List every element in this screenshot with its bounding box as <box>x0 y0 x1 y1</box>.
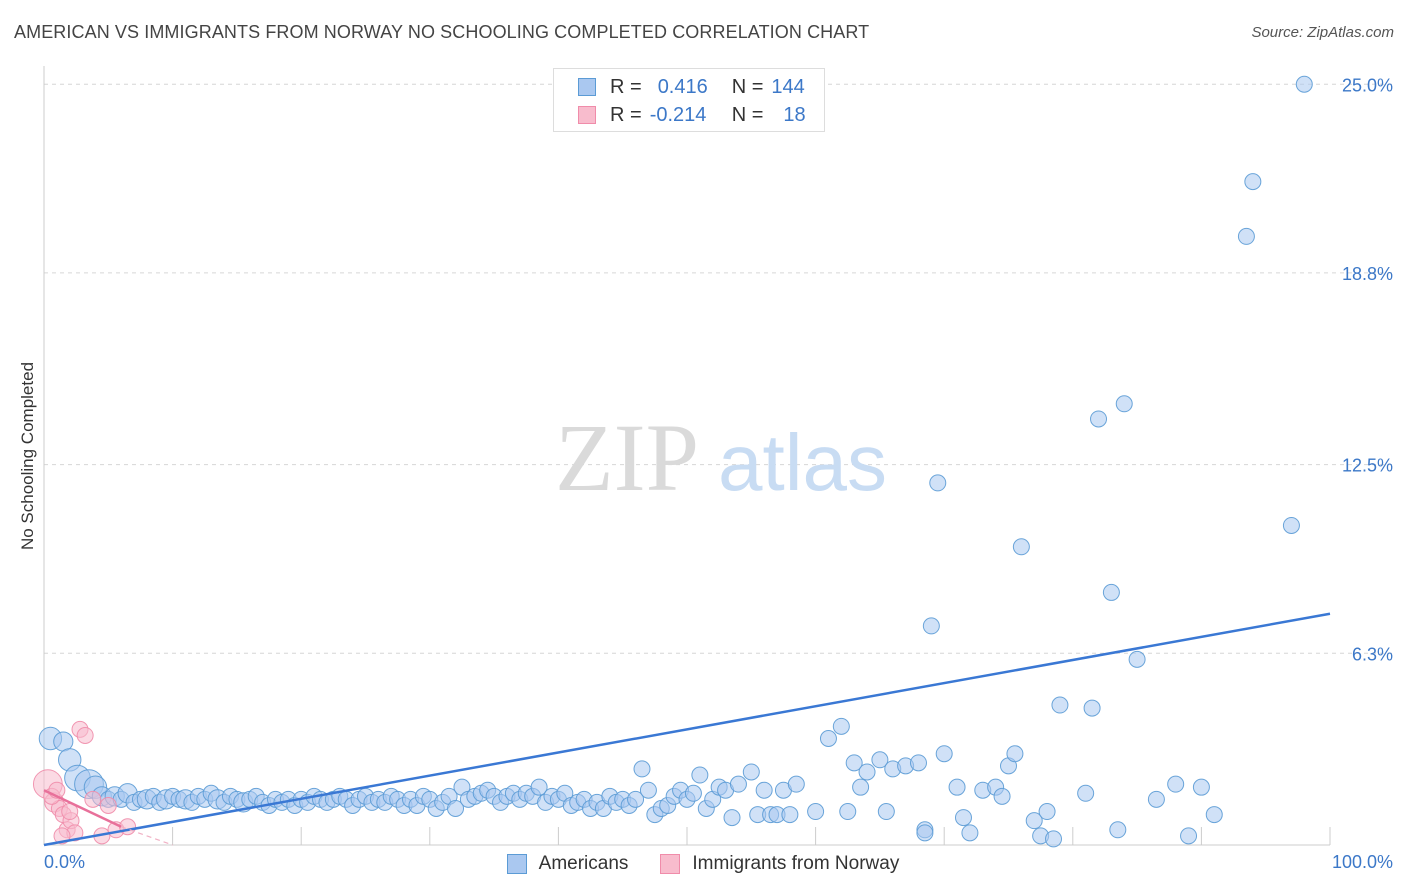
data-point-0-154 <box>1180 827 1198 845</box>
data-point-0-151 <box>1128 650 1146 668</box>
data-point-0-119 <box>852 778 870 796</box>
data-point-0-91 <box>639 781 657 799</box>
grid-lines <box>44 83 1392 654</box>
data-point-0-146 <box>1083 699 1101 717</box>
data-point-0-143 <box>1045 830 1063 848</box>
stats-row-norway: R = -0.214 N = 18 <box>578 101 806 129</box>
watermark: ZIP atlas <box>555 404 887 511</box>
data-point-0-130 <box>935 745 953 763</box>
data-point-0-132 <box>954 809 972 827</box>
data-point-0-115 <box>819 729 837 747</box>
trend-line-1 <box>43 789 122 828</box>
legend: Americans Immigrants from Norway <box>0 850 1406 878</box>
data-point-0-152 <box>1147 790 1165 808</box>
data-point-0-105 <box>729 775 747 793</box>
data-point-0-159 <box>1244 173 1262 191</box>
norway-r-value: -0.214 <box>649 103 707 126</box>
legend-label-norway: Immigrants from Norway <box>692 853 900 874</box>
norway-r-label: R = <box>610 103 642 126</box>
axes <box>43 66 1331 846</box>
data-point-0-139 <box>1012 538 1030 556</box>
americans-r-value: 0.416 <box>657 75 708 98</box>
data-point-0-148 <box>1102 583 1120 601</box>
data-point-0-133 <box>961 824 979 842</box>
data-point-0-118 <box>845 754 863 772</box>
data-point-0-120 <box>858 763 876 781</box>
data-point-0-136 <box>993 787 1011 805</box>
norway-swatch <box>578 106 596 124</box>
data-point-0-74 <box>530 778 548 796</box>
data-points <box>32 75 1313 848</box>
data-point-0-129 <box>929 474 947 492</box>
data-point-0-128 <box>922 617 940 635</box>
legend-label-americans: Americans <box>538 853 629 874</box>
data-point-0-121 <box>871 751 889 769</box>
source-label: Source: ZipAtlas.com <box>1251 24 1394 41</box>
y-tick-label-2: 18.8% <box>1342 264 1393 284</box>
stats-row-americans: R = 0.416 N = 144 <box>578 73 805 101</box>
data-point-0-116 <box>832 717 850 735</box>
data-point-0-160 <box>1295 75 1313 93</box>
data-point-0-149 <box>1109 821 1127 839</box>
y-tick-label-3: 25.0% <box>1342 75 1393 95</box>
data-point-0-98 <box>684 784 702 802</box>
y-tick-label-1: 12.5% <box>1342 456 1393 476</box>
data-point-0-131 <box>948 778 966 796</box>
americans-n-value: 144 <box>771 75 805 98</box>
data-point-0-112 <box>781 806 799 824</box>
data-point-0-157 <box>1282 516 1300 534</box>
data-point-0-99 <box>691 766 709 784</box>
data-point-0-153 <box>1167 775 1185 793</box>
data-point-0-89 <box>627 790 645 808</box>
data-point-0-144 <box>1051 696 1069 714</box>
data-point-0-61 <box>447 799 465 817</box>
data-point-0-106 <box>742 763 760 781</box>
y-tick-label-0: 6.3% <box>1352 644 1393 664</box>
data-point-0-122 <box>877 803 895 821</box>
data-point-1-8 <box>76 726 94 744</box>
americans-swatch <box>578 78 596 96</box>
stats-legend: R = 0.416 N = 144 R = -0.214 N = 18 <box>553 68 825 132</box>
data-point-0-156 <box>1205 806 1223 824</box>
data-point-0-147 <box>1090 410 1108 428</box>
data-point-0-138 <box>1006 745 1024 763</box>
data-point-0-113 <box>787 775 805 793</box>
trend-line-1-extension <box>120 826 173 846</box>
series-0-points <box>38 75 1313 848</box>
data-point-0-158 <box>1237 227 1255 245</box>
americans-r-label: R = <box>610 75 642 98</box>
legend-swatch-norway <box>660 854 681 874</box>
legend-item-norway: Immigrants from Norway <box>660 853 899 875</box>
data-point-0-90 <box>633 760 651 778</box>
series-1-points <box>32 720 137 845</box>
data-point-0-117 <box>839 803 857 821</box>
data-point-1-12 <box>99 796 117 814</box>
trend-line-0 <box>43 612 1331 847</box>
norway-n-label: N = <box>731 103 764 126</box>
trend-lines <box>43 612 1331 847</box>
watermark-atlas: atlas <box>718 418 887 507</box>
chart-title: AMERICAN VS IMMIGRANTS FROM NORWAY NO SC… <box>14 22 870 42</box>
data-point-0-127 <box>916 824 934 842</box>
x-tick-label-min: 0.0% <box>44 852 86 872</box>
data-point-0-140 <box>1025 812 1043 830</box>
data-point-0-155 <box>1192 778 1210 796</box>
legend-item-americans: Americans <box>506 853 629 875</box>
watermark-zip: ZIP <box>555 404 699 511</box>
americans-n-label: N = <box>731 75 764 98</box>
data-point-0-150 <box>1115 395 1133 413</box>
x-tick-label-max: 100.0% <box>1331 852 1393 872</box>
norway-n-value: 18 <box>783 103 806 126</box>
data-point-0-114 <box>807 803 825 821</box>
legend-swatch-americans <box>506 854 527 874</box>
data-point-1-15 <box>84 790 102 808</box>
data-point-0-145 <box>1077 784 1095 802</box>
data-point-0-104 <box>723 809 741 827</box>
data-point-0-142 <box>1038 803 1056 821</box>
y-tick-labels: 6.3% 12.5% 18.8% 25.0% <box>1342 75 1393 664</box>
data-point-0-125 <box>909 754 927 772</box>
data-point-0-108 <box>755 781 773 799</box>
